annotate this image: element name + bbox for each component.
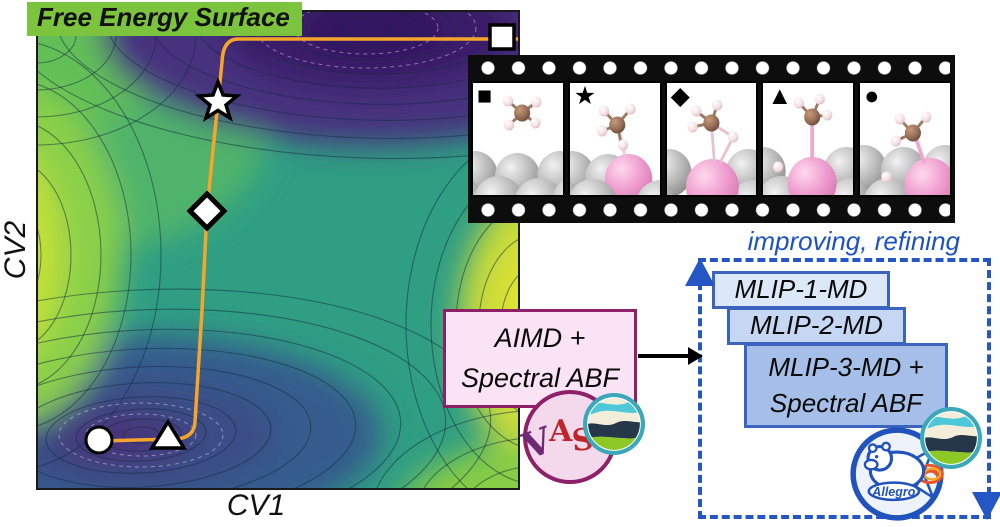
vasp-letter: A — [549, 413, 573, 449]
aimd-to-mlip-arrow — [638, 354, 690, 358]
aimd-label-line1: AIMD + — [494, 323, 586, 354]
molecule-snapshot — [473, 95, 563, 195]
aimd-spectral-abf-box: AIMD + Spectral ABF — [443, 309, 637, 408]
aimd-to-mlip-arrowhead — [688, 347, 703, 365]
fes-title-label: Free Energy Surface — [27, 2, 302, 36]
mfep-path — [98, 37, 520, 443]
circle-marker-icon: ● — [864, 82, 880, 110]
x-axis-label: CV1 — [226, 489, 286, 522]
y-axis-label: CV2 — [0, 220, 32, 280]
triangle-marker-icon: ▲ — [767, 82, 793, 110]
mlip-2-md-box: MLIP-2-MD — [727, 307, 906, 345]
aimd-label-line2: Spectral ABF — [460, 362, 620, 393]
film-frame-star: ★ — [567, 81, 662, 197]
filmstrip: ■ ★ — [468, 55, 955, 223]
mlip-loop-dashed-box — [698, 258, 991, 519]
improving-refining-label: improving, refining — [747, 226, 960, 256]
path-marker-circle — [84, 425, 114, 455]
molecule-snapshot — [763, 93, 854, 195]
mlip-3-md-label-line2: Spectral ABF — [769, 387, 923, 418]
molecule-snapshot — [666, 99, 757, 195]
spectral-abf-landscape-icon — [920, 407, 982, 469]
film-frame-triangle: ▲ — [761, 81, 856, 197]
mlip-2-md-label: MLIP-2-MD — [750, 310, 883, 341]
path-marker-square — [488, 23, 516, 51]
path-marker-triangle — [148, 418, 188, 450]
mlip-3-md-label: MLIP-3-MD + — [768, 352, 924, 383]
molecule-snapshot — [860, 111, 950, 195]
film-frame-diamond: ◆ — [664, 81, 759, 197]
mlip-1-md-label: MLIP-1-MD — [734, 274, 868, 305]
spectral-abf-landscape-icon — [583, 393, 645, 455]
path-marker-star — [194, 77, 242, 122]
film-frame-square: ■ — [471, 81, 565, 197]
allegro-label: Allegro — [871, 485, 915, 499]
loop-down-arrow — [972, 492, 1000, 520]
star-marker-icon: ★ — [573, 82, 597, 110]
diamond-marker-icon: ◆ — [670, 82, 690, 110]
allegro-logo: Allegro — [850, 427, 944, 521]
film-frame-circle: ● — [858, 81, 952, 197]
free-energy-surface-plot — [36, 10, 520, 490]
molecule-snapshot — [569, 103, 660, 195]
path-marker-diamond — [186, 190, 228, 232]
square-marker-icon: ■ — [477, 82, 493, 110]
filmstrip-perforations-top — [473, 57, 950, 79]
filmstrip-perforations-bottom — [473, 199, 950, 221]
vasp-logo: V A S P — [517, 390, 626, 484]
mlip-3-md-box: MLIP-3-MD + Spectral ABF — [744, 343, 948, 428]
loop-up-arrow — [685, 258, 715, 286]
mlip-1-md-box: MLIP-1-MD — [712, 271, 890, 309]
